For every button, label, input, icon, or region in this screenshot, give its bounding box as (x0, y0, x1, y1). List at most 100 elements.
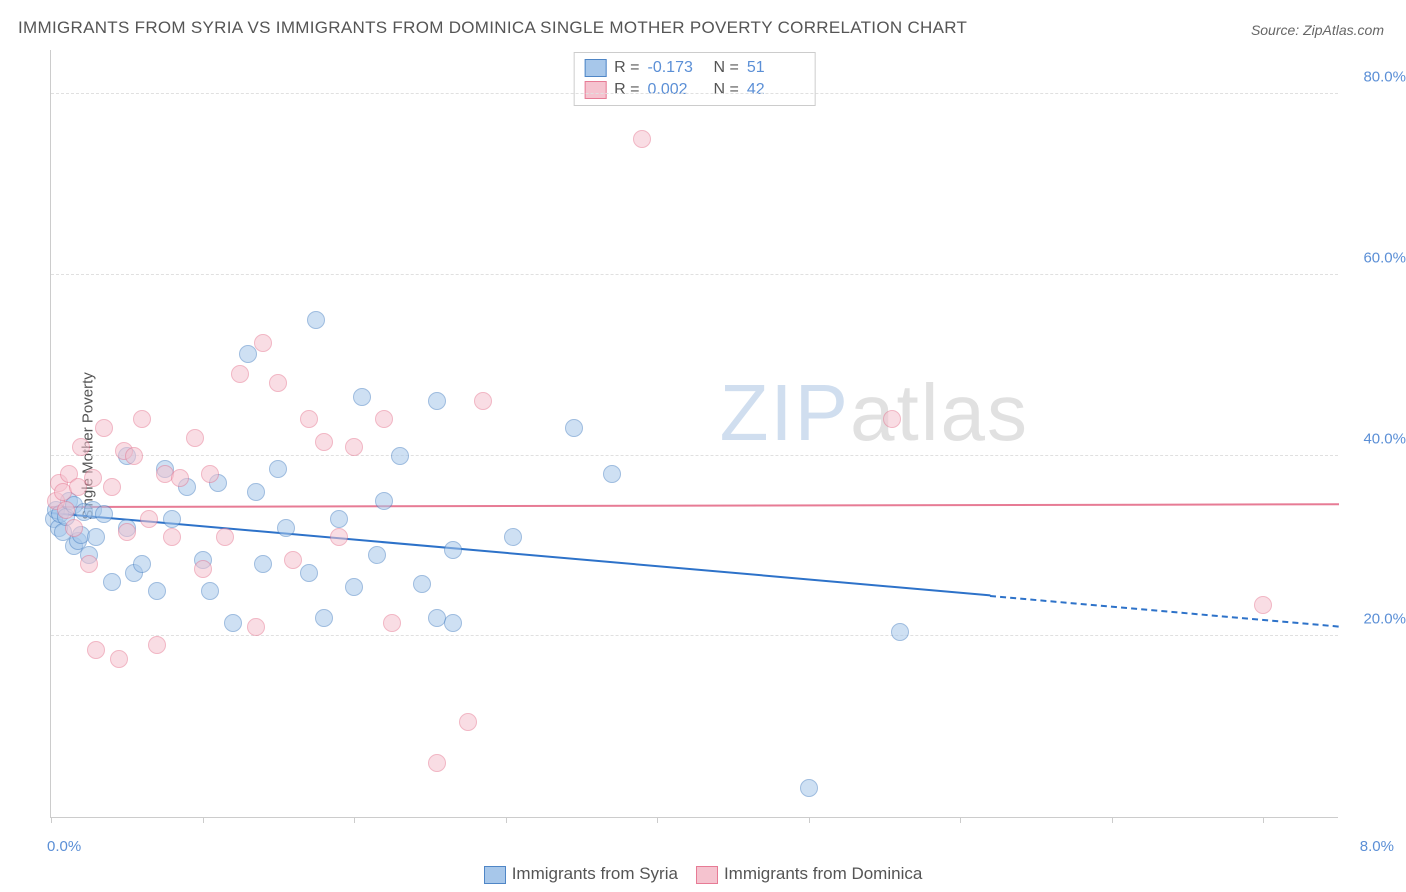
data-point (444, 614, 462, 632)
x-tick (203, 817, 204, 823)
data-point (391, 447, 409, 465)
data-point (330, 510, 348, 528)
data-point (201, 465, 219, 483)
data-point (300, 564, 318, 582)
r-value: 0.002 (648, 81, 706, 99)
n-value: 42 (747, 81, 805, 99)
data-point (125, 447, 143, 465)
data-point (504, 528, 522, 546)
data-point (269, 460, 287, 478)
gridline-horizontal (51, 635, 1338, 636)
data-point (247, 483, 265, 501)
data-point (284, 551, 302, 569)
data-point (133, 410, 151, 428)
gridline-horizontal (51, 455, 1338, 456)
data-point (353, 388, 371, 406)
r-label: R = (614, 59, 639, 77)
legend-swatch (584, 59, 606, 77)
series-legend: Immigrants from Syria Immigrants from Dom… (50, 864, 1338, 884)
data-point (224, 614, 242, 632)
y-tick-label: 20.0% (1363, 611, 1406, 628)
data-point (103, 573, 121, 591)
data-point (95, 419, 113, 437)
data-point (247, 618, 265, 636)
data-point (110, 650, 128, 668)
n-label: N = (714, 81, 739, 99)
data-point (148, 582, 166, 600)
data-point (375, 492, 393, 510)
data-point (444, 541, 462, 559)
r-label: R = (614, 81, 639, 99)
data-point (330, 528, 348, 546)
gridline-horizontal (51, 93, 1338, 94)
data-point (163, 510, 181, 528)
data-point (428, 392, 446, 410)
data-point (118, 523, 136, 541)
x-tick (51, 817, 52, 823)
correlation-stats-box: R = -0.173 N = 51 R = 0.002 N = 42 (573, 52, 816, 106)
stats-row: R = 0.002 N = 42 (584, 79, 805, 101)
legend-label: Immigrants from Syria (512, 864, 678, 883)
legend-swatch (484, 866, 506, 884)
data-point (87, 641, 105, 659)
data-point (163, 528, 181, 546)
data-point (201, 582, 219, 600)
data-point (216, 528, 234, 546)
data-point (269, 374, 287, 392)
data-point (277, 519, 295, 537)
x-tick (506, 817, 507, 823)
data-point (65, 519, 83, 537)
watermark: ZIPatlas (720, 367, 1029, 459)
data-point (140, 510, 158, 528)
data-point (375, 410, 393, 428)
data-point (239, 345, 257, 363)
data-point (474, 392, 492, 410)
data-point (95, 505, 113, 523)
stats-row: R =-0.173N =51 (584, 57, 805, 79)
data-point (72, 438, 90, 456)
data-point (413, 575, 431, 593)
legend-label: Immigrants from Dominica (724, 864, 922, 883)
chart-title: IMMIGRANTS FROM SYRIA VS IMMIGRANTS FROM… (18, 18, 967, 38)
scatter-plot-area: R =-0.173N =51R =0.002N =42 20.0%40.0%60… (50, 50, 1338, 818)
data-point (315, 609, 333, 627)
trend-line (51, 512, 991, 596)
data-point (300, 410, 318, 428)
data-point (186, 429, 204, 447)
data-point (84, 469, 102, 487)
data-point (315, 433, 333, 451)
data-point (345, 578, 363, 596)
data-point (883, 410, 901, 428)
y-tick-label: 80.0% (1363, 69, 1406, 86)
data-point (800, 779, 818, 797)
x-tick (1263, 817, 1264, 823)
data-point (171, 469, 189, 487)
legend-swatch (696, 866, 718, 884)
data-point (428, 754, 446, 772)
trend-line (51, 503, 1339, 508)
x-tick (354, 817, 355, 823)
r-value: -0.173 (648, 59, 706, 77)
x-tick (960, 817, 961, 823)
data-point (459, 713, 477, 731)
legend-swatch (584, 81, 606, 99)
data-point (633, 130, 651, 148)
data-point (345, 438, 363, 456)
data-point (891, 623, 909, 641)
data-point (368, 546, 386, 564)
x-tick (809, 817, 810, 823)
data-point (1254, 596, 1272, 614)
data-point (254, 334, 272, 352)
x-end-label: 8.0% (1360, 838, 1394, 855)
data-point (231, 365, 249, 383)
data-point (383, 614, 401, 632)
data-point (148, 636, 166, 654)
data-point (87, 528, 105, 546)
x-start-label: 0.0% (47, 838, 81, 855)
data-point (57, 501, 75, 519)
data-point (80, 555, 98, 573)
y-tick-label: 40.0% (1363, 430, 1406, 447)
n-value: 51 (747, 59, 805, 77)
x-tick (1112, 817, 1113, 823)
x-tick (657, 817, 658, 823)
